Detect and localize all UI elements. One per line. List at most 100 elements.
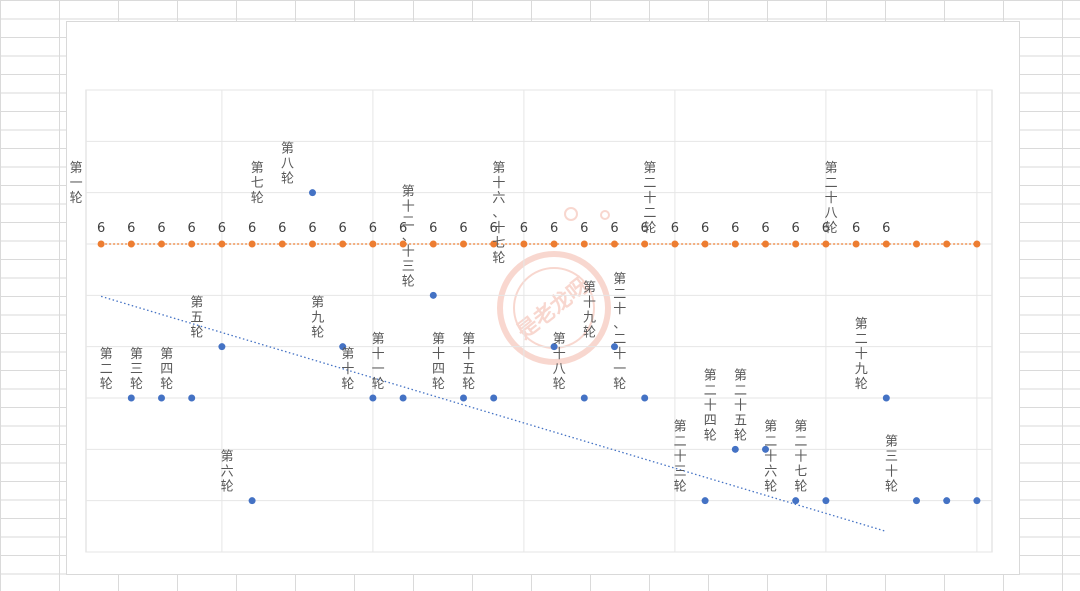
blue-point — [127, 394, 135, 402]
blue-point — [218, 343, 226, 351]
data-label: 6 — [822, 221, 830, 236]
blue-point — [158, 394, 165, 402]
orange-point — [792, 240, 800, 248]
orange-point — [127, 240, 135, 248]
blue-point — [822, 497, 830, 505]
point-label: 第十二、十三轮 — [402, 184, 415, 289]
orange-point — [852, 240, 860, 248]
point-label: 第三十轮 — [885, 435, 898, 495]
point-label: 第二十、二十一轮 — [613, 272, 626, 392]
blue-point — [429, 291, 437, 299]
blue-point — [369, 394, 377, 402]
blue-point — [882, 394, 890, 402]
orange-point — [188, 240, 196, 248]
data-label: 6 — [580, 221, 588, 236]
data-label: 6 — [188, 221, 196, 236]
watermark-dot-2 — [600, 210, 610, 220]
data-label: 6 — [520, 221, 528, 236]
blue-point — [641, 394, 649, 402]
point-label: 第十五轮 — [462, 332, 475, 392]
blue-point — [339, 343, 347, 351]
data-label: 6 — [852, 221, 860, 236]
data-label: 6 — [339, 221, 347, 236]
point-label: 第一轮 — [70, 161, 83, 206]
data-label: 6 — [610, 221, 618, 236]
point-label: 第二十七轮 — [794, 420, 807, 495]
blue-point — [399, 394, 407, 402]
data-label: 6 — [369, 221, 377, 236]
data-label: 6 — [399, 221, 407, 236]
orange-point — [701, 240, 709, 248]
blue-point — [309, 189, 316, 197]
orange-point — [399, 240, 407, 248]
data-label: 6 — [550, 221, 558, 236]
blue-point — [731, 445, 739, 453]
data-label: 6 — [792, 221, 800, 236]
data-label: 6 — [671, 221, 679, 236]
point-label: 第六轮 — [221, 450, 234, 495]
orange-point — [731, 240, 739, 248]
point-label: 第十四轮 — [432, 332, 445, 392]
blue-point — [762, 445, 769, 453]
point-label: 第二十三轮 — [674, 420, 687, 495]
point-label: 第二十五轮 — [734, 368, 747, 443]
data-label: 6 — [761, 221, 769, 236]
orange-point — [369, 240, 377, 248]
data-label: 6 — [701, 221, 709, 236]
orange-point — [309, 240, 316, 248]
orange-point — [762, 240, 769, 248]
point-label: 第十一轮 — [372, 332, 385, 392]
orange-point — [550, 240, 558, 248]
watermark-ring-outer — [497, 251, 611, 365]
data-label: 6 — [459, 221, 467, 236]
blue-point — [580, 394, 588, 402]
data-label: 6 — [731, 221, 739, 236]
blue-point — [611, 343, 618, 351]
orange-point — [278, 240, 286, 248]
orange-point — [913, 240, 920, 248]
blue-point — [913, 497, 920, 505]
data-label: 6 — [641, 221, 649, 236]
orange-point — [158, 240, 165, 248]
point-label: 第二十九轮 — [855, 317, 868, 392]
point-label: 第七轮 — [251, 161, 264, 206]
orange-point — [943, 240, 951, 248]
orange-point — [580, 240, 588, 248]
blue-series — [127, 189, 981, 505]
point-label: 第三轮 — [130, 347, 143, 392]
data-label: 6 — [127, 221, 135, 236]
orange-point — [641, 240, 649, 248]
orange-point — [339, 240, 347, 248]
data-label: 6 — [278, 221, 286, 236]
point-label: 第十八轮 — [553, 332, 566, 392]
point-label: 第二轮 — [100, 347, 113, 392]
trendline-layer — [100, 295, 887, 533]
blue-point — [943, 497, 951, 505]
blue-point — [188, 394, 196, 402]
blue-point — [973, 497, 981, 505]
orange-series: 6 6 6 6 6 6 6 6 6 6 6 6 6 6 6 6 6 6 6 6 6 6 6 6 6 6 6 — [97, 221, 981, 248]
data-label: 6 — [490, 221, 498, 236]
orange-point — [882, 240, 890, 248]
data-label: 6 — [882, 221, 890, 236]
data-label: 6 — [248, 221, 256, 236]
point-label: 第八轮 — [281, 142, 294, 187]
orange-point — [460, 240, 467, 248]
data-label: 6 — [308, 221, 316, 236]
gridlines — [86, 89, 992, 553]
orange-point — [973, 240, 981, 248]
orange-point — [611, 240, 618, 248]
point-label: 第二十四轮 — [704, 368, 717, 443]
blue-point — [792, 497, 800, 505]
blue-point — [550, 343, 558, 351]
data-label: 6 — [218, 221, 226, 236]
blue-point — [460, 394, 467, 402]
orange-point — [490, 240, 498, 248]
point-label: 第四轮 — [160, 347, 173, 392]
point-label: 第十轮 — [341, 347, 354, 392]
orange-point — [520, 240, 528, 248]
orange-point — [822, 240, 830, 248]
